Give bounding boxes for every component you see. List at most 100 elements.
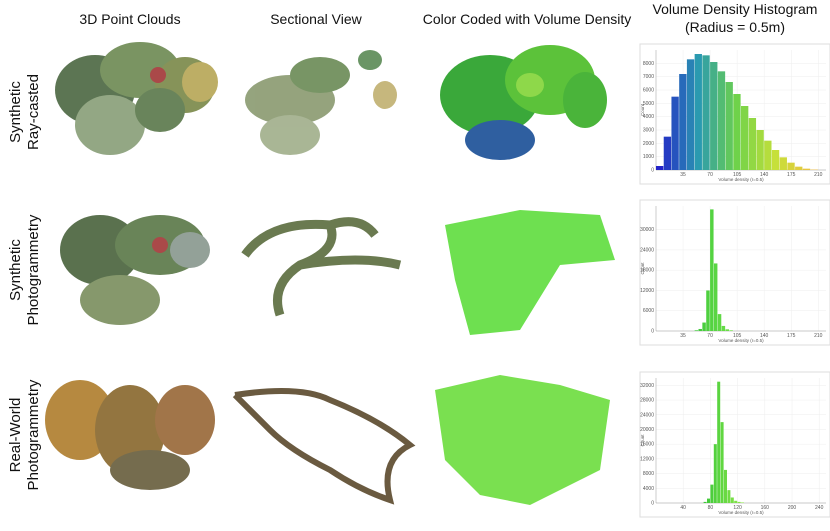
y-tick-label: 7000 (643, 74, 654, 80)
y-tick-label: 0 (651, 501, 654, 507)
histogram-bar (686, 59, 695, 171)
x-axis-label: Volume density (r=0.5) (718, 338, 764, 343)
x-tick-label: 70 (707, 333, 713, 339)
histogram-bar (702, 322, 706, 331)
histogram-bar (741, 502, 744, 503)
histogram-bar (756, 130, 764, 170)
histogram-bar (698, 328, 702, 331)
histogram-bar (710, 62, 718, 170)
x-tick-label: 105 (733, 333, 742, 339)
row-label-line: Photogrammetry (25, 379, 42, 490)
histogram: 0 6000 12000 18000 24000 30000 35 70 105 140 175 21… (639, 199, 830, 346)
density-image (445, 210, 615, 335)
row-label: Synthetic Ray-casted (7, 74, 42, 150)
x-tick-label: 70 (707, 172, 713, 178)
y-tick-label: 4000 (643, 486, 654, 492)
sectional-image (232, 388, 416, 505)
row-label: Synthetic Photogrammetry (7, 214, 42, 325)
y-tick-label: 0 (651, 168, 654, 174)
histogram-bar (733, 94, 741, 170)
x-tick-label: 140 (760, 333, 769, 339)
histogram: 0 4000 8000 12000 16000 20000 24000 28000 32000 4… (639, 371, 830, 518)
row-label-line: Synthetic (7, 239, 24, 301)
y-tick-label: 6000 (643, 88, 654, 94)
histogram-bar (737, 501, 741, 503)
histogram-bar (779, 157, 787, 170)
y-axis-label: Count (640, 262, 645, 275)
point-cloud-image (60, 215, 210, 325)
histogram-bar (694, 54, 702, 170)
histogram-bar (703, 501, 707, 503)
y-tick-label: 1000 (643, 154, 654, 160)
x-tick-label: 210 (814, 172, 823, 178)
histogram-bar (734, 500, 738, 503)
x-tick-label: 120 (733, 505, 742, 511)
y-tick-label: 12000 (640, 456, 654, 462)
x-tick-label: 175 (787, 172, 796, 178)
row-label-line: Real-World (7, 398, 24, 473)
x-tick-label: 40 (680, 505, 686, 511)
density-image (435, 375, 610, 505)
histogram-bar (729, 330, 733, 331)
histogram-bar (802, 168, 811, 170)
density-image (440, 45, 607, 160)
y-tick-label: 3000 (643, 128, 654, 134)
histogram-bar (721, 325, 726, 331)
histogram-bar (702, 55, 710, 171)
histogram-bar (764, 140, 772, 170)
x-tick-label: 175 (787, 333, 796, 339)
histogram-bar (671, 96, 679, 170)
histogram-bar (717, 314, 722, 331)
row-label-line: Synthetic (7, 81, 24, 143)
histogram-bar (725, 329, 730, 331)
histogram-bar (787, 162, 795, 170)
y-tick-label: 24000 (640, 412, 654, 418)
x-tick-label: 35 (680, 172, 686, 178)
y-tick-label: 32000 (640, 383, 654, 389)
x-tick-label: 80 (708, 505, 714, 511)
y-tick-label: 4000 (643, 114, 654, 120)
column-header: (Radius = 0.5m) (685, 19, 785, 35)
column-header: 3D Point Clouds (79, 11, 180, 27)
point-cloud-image (45, 380, 215, 490)
row-label-line: Photogrammetry (25, 214, 42, 325)
x-axis-label: Volume density (r=0.5) (718, 177, 764, 182)
histogram-bar (724, 469, 727, 503)
y-tick-label: 0 (651, 329, 654, 335)
y-tick-label: 12000 (640, 288, 654, 294)
x-tick-label: 240 (815, 505, 824, 511)
histogram-bar (710, 484, 714, 503)
histogram-bar (748, 118, 757, 170)
column-header: Volume Density Histogram (653, 1, 818, 17)
histogram-bar (717, 71, 726, 170)
histogram-bar (713, 444, 717, 503)
x-tick-label: 210 (814, 333, 823, 339)
row-label: Real-World Photogrammetry (7, 379, 42, 490)
histogram-bar (656, 166, 664, 170)
y-tick-label: 18000 (640, 268, 654, 274)
y-tick-label: 5000 (643, 101, 654, 107)
x-axis-label: Volume density (r=0.5) (718, 510, 764, 515)
histogram-bar (713, 263, 718, 331)
histogram-bar (679, 74, 687, 170)
sectional-image (245, 50, 397, 155)
y-tick-label: 8000 (643, 61, 654, 67)
y-axis-label: Count (640, 103, 645, 116)
histogram-panel (639, 371, 830, 518)
histogram-bar (710, 209, 714, 331)
y-tick-label: 24000 (640, 247, 654, 253)
x-tick-label: 140 (760, 172, 769, 178)
x-tick-label: 160 (761, 505, 770, 511)
sectional-image (241, 217, 402, 317)
point-cloud-image (55, 42, 218, 155)
histogram-bar (795, 166, 803, 170)
y-tick-label: 8000 (643, 471, 654, 477)
y-tick-label: 20000 (640, 427, 654, 433)
y-tick-label: 28000 (640, 398, 654, 404)
histogram-bar (727, 490, 731, 503)
column-header: Sectional View (270, 11, 362, 27)
histogram-bar (730, 497, 734, 503)
histogram-panel (639, 199, 830, 346)
